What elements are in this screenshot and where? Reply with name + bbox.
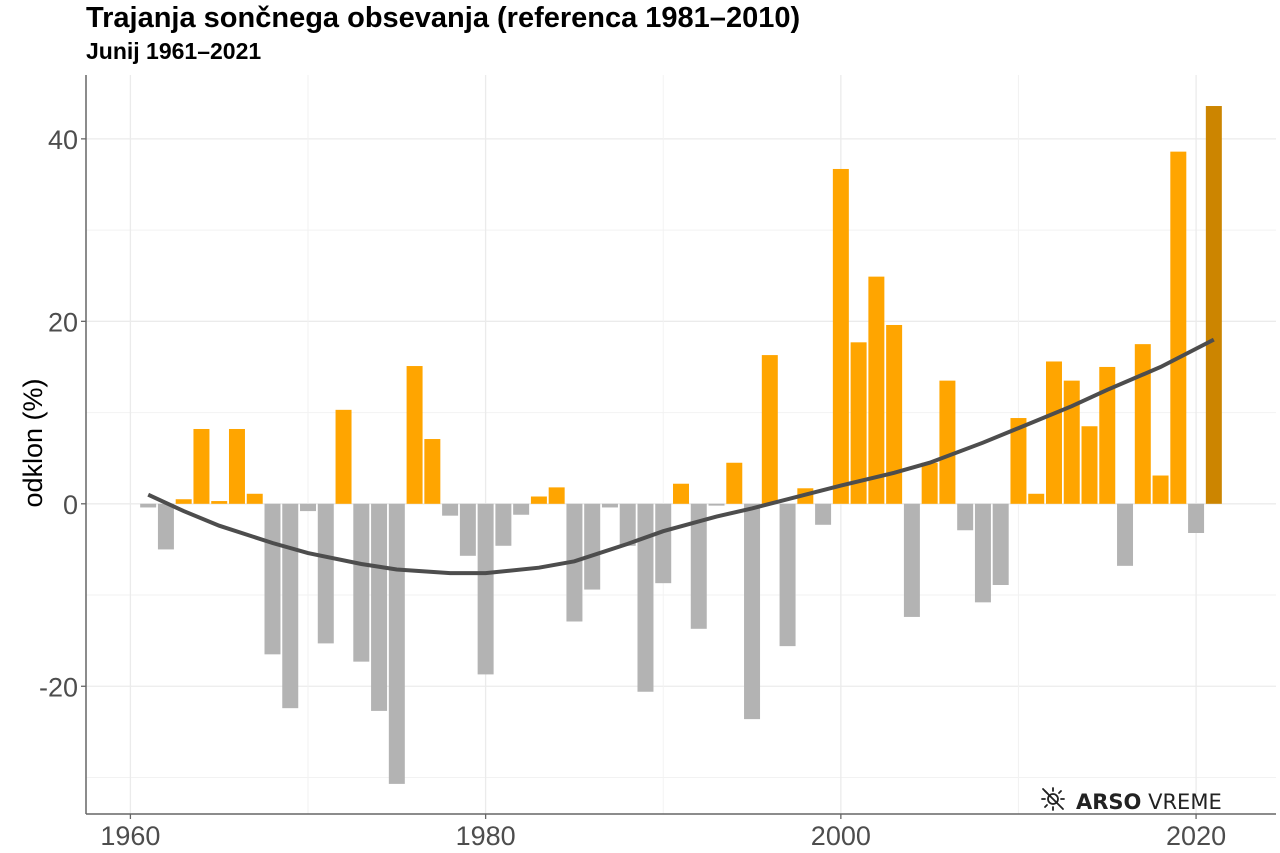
bar-2003 (886, 324, 903, 504)
bar-1986 (584, 503, 601, 590)
bar-2006 (939, 380, 956, 504)
bar-2016 (1117, 503, 1134, 566)
bar-2002 (868, 276, 885, 504)
bar-1990 (655, 503, 672, 584)
bar-1976 (406, 366, 423, 504)
bar-2010 (1010, 418, 1027, 504)
bar-1982 (513, 503, 530, 515)
bar-1966 (228, 428, 245, 504)
bar-1972 (335, 409, 352, 504)
bar-1994 (726, 462, 743, 504)
x-tick-label: 1980 (456, 821, 516, 851)
y-axis-label: odklon (%) (18, 378, 48, 507)
x-tick-label: 2020 (1166, 821, 1226, 851)
bar-2013 (1063, 380, 1080, 504)
bar-1993 (708, 503, 725, 506)
bar-1980 (477, 503, 494, 675)
bar-2001 (850, 342, 867, 504)
bar-1961 (140, 503, 157, 508)
bar-2000 (832, 168, 849, 504)
bar-1983 (530, 496, 547, 504)
bar-2012 (1045, 361, 1062, 504)
bar-2009 (992, 503, 1009, 586)
bar-1968 (264, 503, 281, 655)
bar-1962 (157, 503, 174, 550)
bar-1970 (300, 503, 317, 512)
y-tick-label: 0 (63, 490, 78, 520)
sun-crossed-icon (1040, 786, 1066, 817)
bar-1977 (424, 439, 441, 504)
bar-2017 (1134, 344, 1151, 504)
bar-1979 (459, 503, 476, 556)
brand-name: ARSO VREME (1076, 789, 1222, 814)
bar-1984 (548, 487, 565, 504)
bar-1987 (601, 503, 618, 508)
bar-1999 (815, 503, 832, 525)
trend-line (147, 337, 1215, 576)
bar-1995 (744, 503, 761, 720)
bar-1975 (388, 503, 405, 784)
bar-1991 (673, 483, 689, 504)
bar-1971 (317, 503, 334, 644)
x-tick-label: 1960 (100, 821, 160, 851)
bar-2021 (1205, 106, 1222, 504)
y-axis-ticks: -20 0 20 40 (39, 125, 86, 702)
bar-1997 (779, 503, 796, 647)
bar-2014 (1081, 426, 1098, 504)
chart-subtitle: Junij 1961–2021 (86, 38, 262, 64)
x-axis-ticks: 1960 1980 2000 2020 (100, 814, 1226, 851)
bar-2018 (1152, 475, 1169, 504)
bar-1965 (211, 501, 228, 504)
y-tick-label: 20 (48, 307, 78, 337)
bar-2004 (903, 503, 920, 617)
bar-1973 (353, 503, 370, 662)
bar-2019 (1170, 151, 1187, 504)
bar-1981 (495, 503, 512, 546)
bar-2011 (1028, 493, 1045, 504)
bar-1988 (619, 503, 636, 546)
y-tick-label: 40 (48, 125, 78, 155)
bar-1967 (246, 493, 263, 504)
chart-title: Trajanja sončnega obsevanja (referenca 1… (86, 2, 801, 34)
y-tick-label: -20 (39, 672, 78, 702)
bars (140, 106, 1222, 784)
bar-1974 (371, 503, 388, 711)
bar-1963 (175, 499, 192, 504)
bar-2005 (921, 462, 938, 504)
bar-2008 (974, 503, 991, 603)
bar-1969 (282, 503, 299, 709)
bar-1964 (193, 428, 210, 504)
bar-1996 (761, 355, 778, 504)
bar-1989 (637, 503, 654, 692)
arso-vreme-logo: ARSO VREME (1040, 786, 1222, 817)
x-tick-label: 2000 (811, 821, 871, 851)
bar-2007 (957, 503, 974, 531)
bar-1992 (690, 503, 707, 629)
bar-1978 (442, 503, 459, 516)
bar-2020 (1188, 503, 1205, 533)
bar-2015 (1099, 366, 1116, 504)
